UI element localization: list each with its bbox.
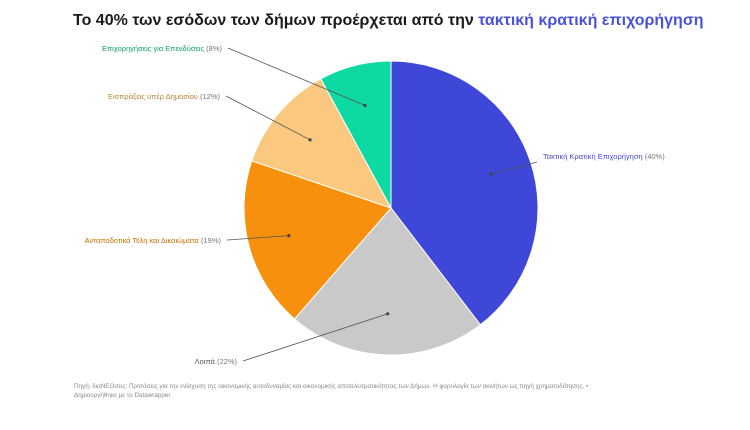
pie-slice [251,78,393,209]
leader-dot [489,172,493,176]
leader-dot [363,103,367,108]
leader-dot [308,138,312,142]
pie-slice [320,60,392,209]
slice-label: Ανταποδοτικά Τέλη και Δικαιώματα (19%) [85,236,222,245]
credit-line: Δημιουργήθηκε με το Datawrapper [74,392,171,399]
leader-line [225,95,311,141]
slice-label-name: Εισπράξεις υπέρ Δημοσίου [108,92,200,101]
slice-label-name: Ανταποδοτικά Τέλη και Δικαιώματα [85,236,201,245]
title-highlight: τακτική κρατική επιχορήγηση [478,12,704,29]
pie-slice [390,60,539,326]
slice-label: Εισπράξεις υπέρ Δημοσίου (12%) [108,92,221,101]
pie-chart: Τακτική Κρατική Επιχορήγηση (40%) Λοιπά (… [85,44,666,366]
slice-label-pct: (12%) [200,92,221,101]
slice-label: Λοιπά (22%) [195,357,238,366]
leader-line [227,47,366,106]
leader-dot [287,234,291,238]
slice-label-name: Λοιπά [195,357,217,366]
slice-label: Επιχορηγήσεις για Επενδύσεις (8%) [102,44,223,53]
slice-label: Τακτική Κρατική Επιχορήγηση (40%) [543,152,665,161]
pie-slice [293,207,482,356]
slice-label-name: Επιχορηγήσεις για Επενδύσεις [102,44,206,53]
slice-label-pct: (8%) [206,44,222,53]
slice-label-pct: (40%) [645,152,666,161]
source-line: Πηγή: διαΝΕΟσεις: Προτάσεις για την ενίσ… [74,383,589,390]
leader-line [491,161,538,175]
leader-line [226,235,289,241]
leader-line [242,313,388,362]
slice-label-pct: (19%) [201,236,222,245]
pie-slice [243,160,392,320]
title-prefix: Το 40% των εσόδων των δήμων προέρχεται α… [73,12,479,29]
chart-title: Το 40% των εσόδων των δήμων προέρχεται α… [73,12,733,30]
leader-lines [225,47,538,362]
source-note: Πηγή: διαΝΕΟσεις: Προτάσεις για την ενίσ… [74,382,674,400]
slice-label-pct: (22%) [217,357,238,366]
slice-label-name: Τακτική Κρατική Επιχορήγηση [543,152,645,161]
pie-slices [243,60,539,356]
slice-labels: Τακτική Κρατική Επιχορήγηση (40%) Λοιπά (… [85,44,666,366]
leader-dot [386,312,390,316]
